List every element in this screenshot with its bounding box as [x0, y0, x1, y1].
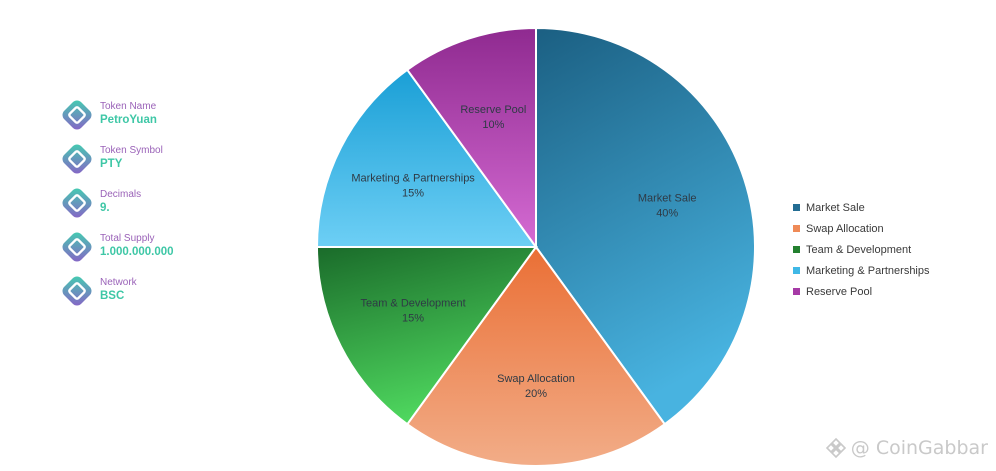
legend-item-market-sale: Market Sale — [793, 197, 930, 218]
slice-percent-label: 20% — [525, 388, 547, 400]
token-info-item: Token Name PetroYuan — [58, 96, 258, 140]
legend-item-swap-allocation: Swap Allocation — [793, 218, 930, 239]
token-diamond-icon — [62, 232, 92, 262]
pie-slice-marketing-partnerships — [315, 68, 538, 248]
slice-percent-label: 40% — [656, 207, 678, 219]
network-label: Network — [100, 277, 137, 288]
total-supply-label: Total Supply — [100, 233, 155, 244]
network-value: BSC — [100, 290, 125, 302]
slice-name-label: Marketing & Partnerships — [351, 172, 475, 184]
slice-percent-label: 10% — [482, 119, 504, 131]
decimals-label: Decimals — [100, 189, 142, 200]
legend-swatch — [793, 246, 800, 253]
legend-swatch — [793, 204, 800, 211]
token-diamond-icon — [62, 100, 92, 130]
token-diamond-icon — [62, 188, 92, 218]
slice-name-label: Team & Development — [360, 298, 465, 310]
coingabbar-logo-icon — [825, 437, 846, 459]
token-symbol-label: Token Symbol — [100, 145, 163, 156]
watermark-text: CoinGabbar — [875, 437, 988, 459]
token-symbol-value: PTY — [100, 158, 123, 170]
slice-name-label: Reserve Pool — [460, 104, 526, 116]
token-diamond-icon — [62, 144, 92, 174]
legend-label: Team & Development — [806, 243, 912, 256]
total-supply-value: 1.000.000.000 — [100, 246, 174, 258]
token-info-item: Total Supply 1.000.000.000 — [58, 228, 258, 272]
legend-swatch — [793, 267, 800, 274]
legend-item-team-development: Team & Development — [793, 239, 930, 260]
pie-slice-market-sale — [535, 26, 756, 426]
token-info-item: Decimals 9. — [58, 184, 258, 228]
chart-legend: Market Sale Swap Allocation Team & Devel… — [793, 197, 930, 302]
pie-slice-reserve-pool — [405, 26, 537, 251]
slice-percent-label: 15% — [402, 313, 424, 325]
pie-slice-team-development — [315, 246, 538, 426]
watermark: @ CoinGabbar — [825, 437, 988, 459]
legend-label: Swap Allocation — [806, 222, 884, 235]
slice-name-label: Market Sale — [638, 192, 697, 204]
legend-item-reserve-pool: Reserve Pool — [793, 281, 930, 302]
decimals-value: 9. — [100, 202, 110, 214]
token-diamond-icon — [62, 276, 92, 306]
token-info-item: Token Symbol PTY — [58, 140, 258, 184]
slice-percent-label: 15% — [402, 187, 424, 199]
slice-name-label: Swap Allocation — [497, 373, 575, 385]
watermark-at: @ — [850, 437, 876, 459]
legend-item-marketing-partnerships: Marketing & Partnerships — [793, 260, 930, 281]
pie-slice-swap-allocation — [405, 245, 667, 467]
token-info-item: Network BSC — [58, 272, 258, 316]
legend-label: Reserve Pool — [806, 285, 873, 298]
token-name-label: Token Name — [100, 101, 157, 112]
token-info-list: Token Name PetroYuan Token Symbol PTY De… — [58, 96, 258, 316]
legend-swatch — [793, 225, 800, 232]
legend-swatch — [793, 288, 800, 295]
legend-label: Market Sale — [806, 201, 865, 214]
legend-label: Marketing & Partnerships — [806, 264, 930, 277]
token-name-value: PetroYuan — [100, 114, 157, 126]
